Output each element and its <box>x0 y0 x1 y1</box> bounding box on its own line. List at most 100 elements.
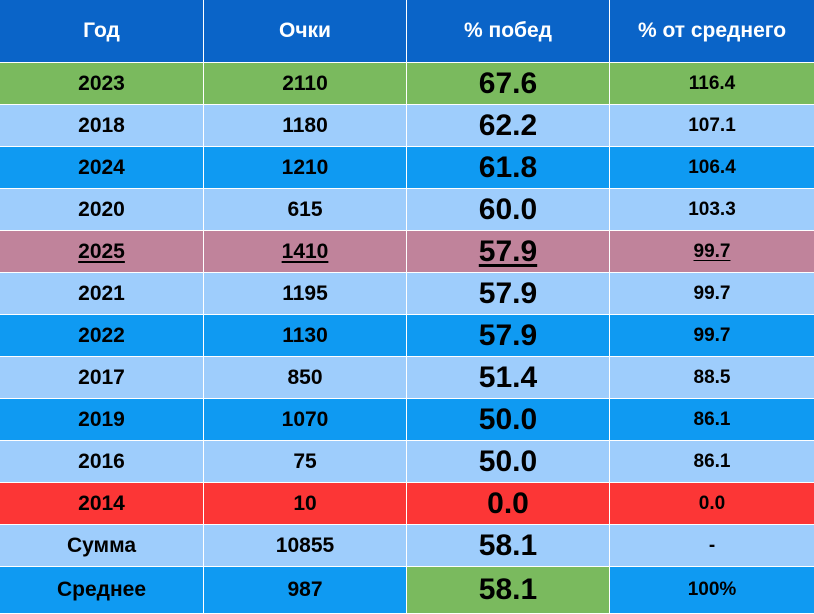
cell-pct-of-avg-text: 88.5 <box>693 366 731 388</box>
cell-pct-of-avg-text: 116.4 <box>688 72 736 94</box>
summary-points: 987 <box>204 567 407 614</box>
cell-pct-of-avg: 99.7 <box>610 231 814 273</box>
cell-win-pct: 57.9 <box>407 273 610 315</box>
cell-pct-of-avg-text: 99.7 <box>693 240 731 262</box>
summary-points-text: 10855 <box>275 533 335 557</box>
cell-year: 2025 <box>0 231 204 273</box>
cell-year: 2021 <box>0 273 204 315</box>
cell-points-text: 1410 <box>281 239 329 263</box>
cell-points: 1070 <box>204 399 407 441</box>
cell-points: 1180 <box>204 105 407 147</box>
cell-win-pct-text: 50.0 <box>478 444 538 478</box>
cell-year: 2024 <box>0 147 204 189</box>
summary-win-pct: 58.1 <box>407 525 610 567</box>
cell-pct-of-avg: 88.5 <box>610 357 814 399</box>
cell-points: 75 <box>204 441 407 483</box>
cell-win-pct-text: 0.0 <box>487 486 529 520</box>
cell-year: 2022 <box>0 315 204 357</box>
cell-win-pct: 51.4 <box>407 357 610 399</box>
cell-win-pct-text: 61.8 <box>478 150 538 184</box>
cell-pct-of-avg: 0.0 <box>610 483 814 525</box>
cell-pct-of-avg: 107.1 <box>610 105 814 147</box>
cell-year: 2016 <box>0 441 204 483</box>
cell-points: 1210 <box>204 147 407 189</box>
cell-win-pct: 67.6 <box>407 63 610 105</box>
cell-year: 2017 <box>0 357 204 399</box>
cell-points-text: 850 <box>287 365 323 389</box>
cell-pct-of-avg: 99.7 <box>610 315 814 357</box>
cell-year: 2023 <box>0 63 204 105</box>
cell-year-text: 2024 <box>78 155 125 179</box>
cell-pct-of-avg-text: 99.7 <box>693 324 731 346</box>
summary-label-text: Среднее <box>56 578 147 601</box>
cell-points: 1410 <box>204 231 407 273</box>
summary-pct-of-avg: - <box>610 525 814 567</box>
cell-pct-of-avg: 103.3 <box>610 189 814 231</box>
cell-pct-of-avg: 99.7 <box>610 273 814 315</box>
cell-win-pct: 57.9 <box>407 231 610 273</box>
cell-points: 1195 <box>204 273 407 315</box>
cell-points: 850 <box>204 357 407 399</box>
cell-points: 2110 <box>204 63 407 105</box>
cell-win-pct-text: 67.6 <box>478 66 538 100</box>
summary-points-text: 987 <box>287 578 323 601</box>
cell-points-text: 1130 <box>282 323 328 347</box>
cell-points: 10 <box>204 483 407 525</box>
cell-points-text: 10 <box>293 491 317 515</box>
cell-points-text: 2110 <box>282 71 328 95</box>
cell-year: 2019 <box>0 399 204 441</box>
header-year: Год <box>0 0 204 63</box>
cell-year-text: 2023 <box>78 71 125 95</box>
summary-win-pct: 58.1 <box>407 567 610 614</box>
summary-points: 10855 <box>204 525 407 567</box>
cell-pct-of-avg-text: 0.0 <box>698 492 726 514</box>
cell-year-text: 2019 <box>78 407 125 431</box>
cell-points-text: 1070 <box>281 407 329 431</box>
summary-label: Среднее <box>0 567 204 614</box>
cell-win-pct-text: 60.0 <box>478 192 538 226</box>
cell-year-text: 2018 <box>78 113 125 137</box>
summary-pct-of-avg-text: 100% <box>687 579 737 600</box>
cell-year: 2014 <box>0 483 204 525</box>
cell-win-pct-text: 57.9 <box>478 234 538 268</box>
cell-win-pct: 0.0 <box>407 483 610 525</box>
cell-points-text: 1210 <box>281 155 329 179</box>
cell-win-pct: 50.0 <box>407 441 610 483</box>
cell-win-pct-text: 57.9 <box>478 318 538 352</box>
summary-pct-of-avg-text: - <box>708 534 716 556</box>
cell-win-pct: 60.0 <box>407 189 610 231</box>
summary-label: Сумма <box>0 525 204 567</box>
cell-pct-of-avg-text: 86.1 <box>693 450 731 472</box>
cell-win-pct-text: 51.4 <box>478 360 538 394</box>
cell-year-text: 2021 <box>78 281 125 305</box>
summary-pct-of-avg: 100% <box>610 567 814 614</box>
summary-win-pct-text: 58.1 <box>478 573 538 606</box>
cell-points-text: 75 <box>293 449 317 473</box>
header-points: Очки <box>204 0 407 63</box>
cell-win-pct: 50.0 <box>407 399 610 441</box>
cell-year-text: 2022 <box>78 323 125 347</box>
cell-pct-of-avg-text: 103.3 <box>688 198 736 220</box>
cell-pct-of-avg: 106.4 <box>610 147 814 189</box>
cell-pct-of-avg-text: 86.1 <box>693 408 731 430</box>
cell-win-pct-text: 57.9 <box>478 276 538 310</box>
cell-win-pct-text: 50.0 <box>478 402 538 436</box>
cell-pct-of-avg-text: 106.4 <box>688 156 736 178</box>
cell-points-text: 615 <box>287 197 323 221</box>
cell-points: 615 <box>204 189 407 231</box>
cell-pct-of-avg-text: 99.7 <box>693 282 731 304</box>
cell-points-text: 1195 <box>282 281 328 305</box>
cell-year-text: 2016 <box>78 449 125 473</box>
cell-year: 2020 <box>0 189 204 231</box>
header-win-pct: % побед <box>407 0 610 63</box>
cell-pct-of-avg: 86.1 <box>610 399 814 441</box>
cell-year-text: 2020 <box>78 197 125 221</box>
cell-year-text: 2017 <box>78 365 125 389</box>
cell-win-pct: 61.8 <box>407 147 610 189</box>
cell-points-text: 1180 <box>282 113 328 137</box>
cell-win-pct: 57.9 <box>407 315 610 357</box>
cell-year-text: 2025 <box>78 239 125 263</box>
cell-year: 2018 <box>0 105 204 147</box>
header-pct-of-avg: % от среднего <box>610 0 814 63</box>
